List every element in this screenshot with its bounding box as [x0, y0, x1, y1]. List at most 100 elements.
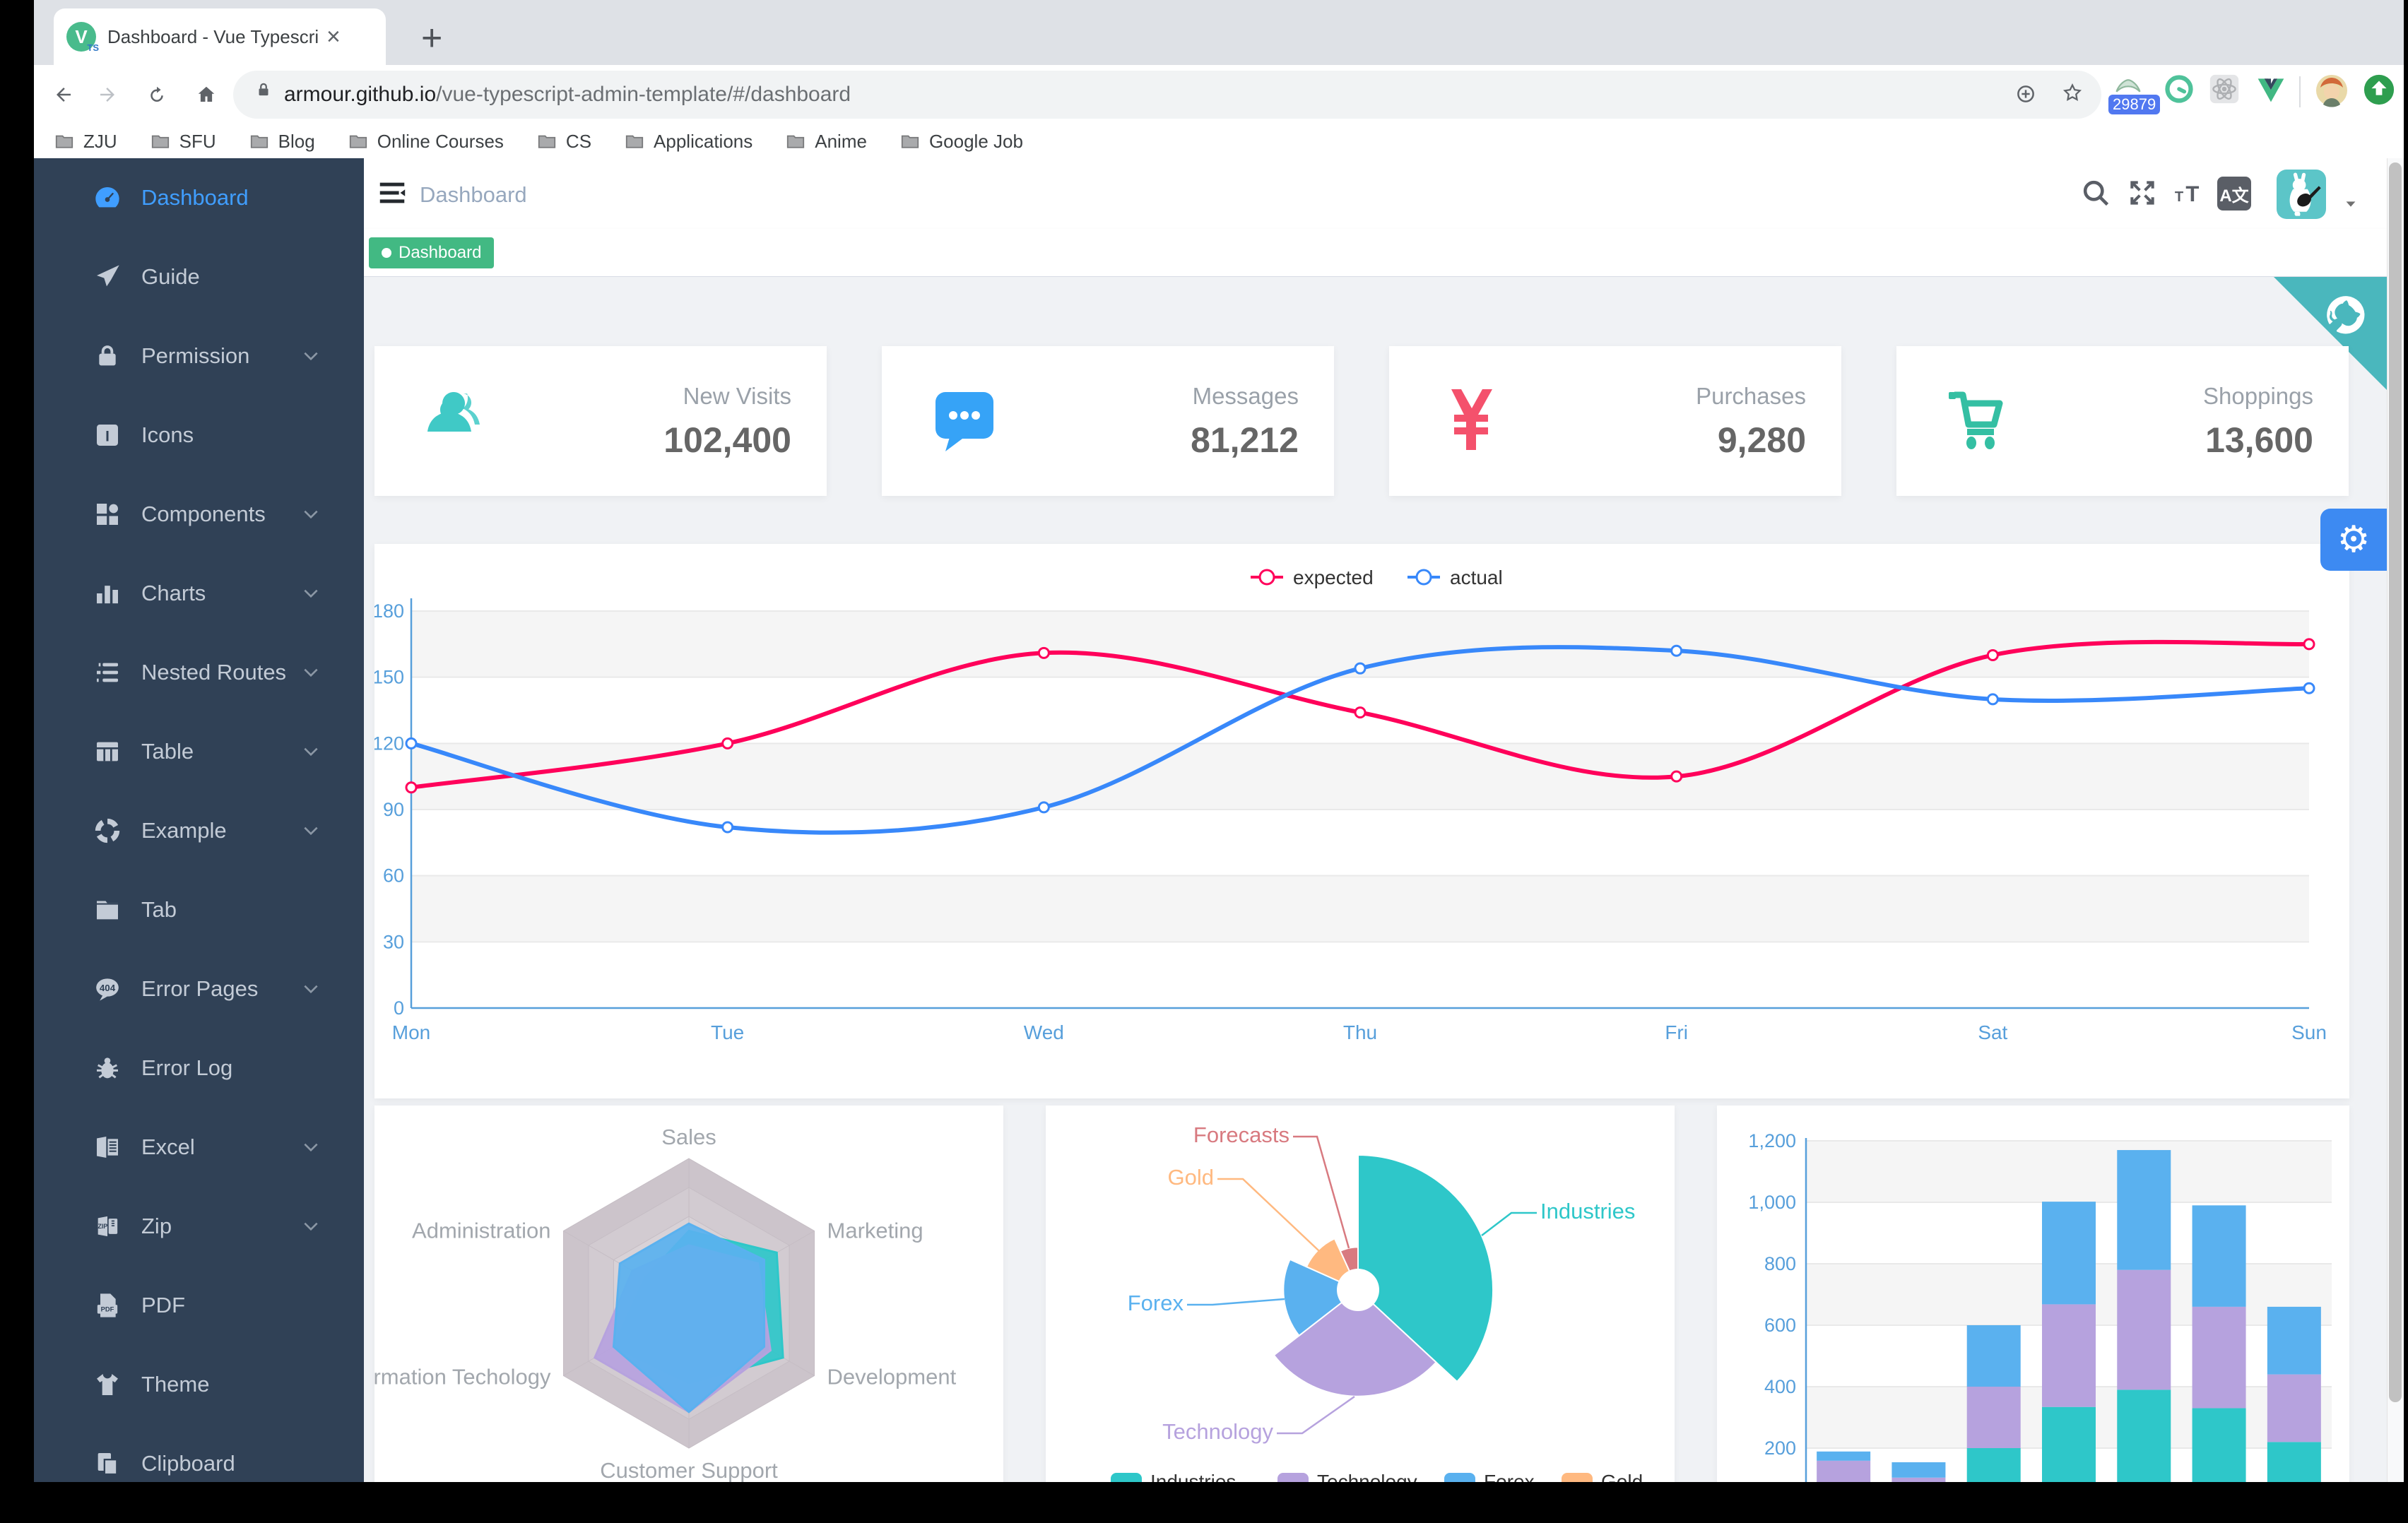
react-devtools-icon[interactable] [2209, 73, 2240, 105]
svg-text:60: 60 [383, 865, 404, 887]
svg-text:200: 200 [1764, 1438, 1796, 1459]
bug-icon [97, 1057, 118, 1079]
bookmark-star-icon[interactable] [2062, 82, 2083, 103]
svg-text:T: T [2185, 182, 2199, 206]
sidebar-item-label: Dashboard [141, 185, 249, 210]
sidebar-item-pdf[interactable]: PDF PDF [34, 1266, 364, 1345]
svg-text:T: T [2175, 189, 2184, 205]
bookmark-item[interactable]: SFU [150, 131, 216, 153]
home-icon[interactable] [196, 84, 217, 105]
svg-text:ZIP: ZIP [98, 1223, 107, 1230]
tab-close-icon[interactable]: × [326, 23, 341, 50]
bm-folder-icon [787, 135, 805, 148]
sidebar-item-error-log[interactable]: Error Log [34, 1029, 364, 1108]
sidebar-item-example[interactable]: Example [34, 791, 364, 870]
bookmark-item[interactable]: CS [536, 131, 591, 153]
svg-text:expected: expected [1293, 567, 1374, 588]
weekly-line-chart[interactable]: 0 30 60 90 120 150 180 Mon Tue Wed Thu Fri Sat Sun exp… [374, 544, 2349, 1098]
weekly-stacked-bar-chart[interactable]: 200 400 600 800 1,000 1,200 [1717, 1106, 2349, 1512]
stat-card-label: Shoppings [2203, 383, 2313, 409]
sidebar-item-dashboard[interactable]: Dashboard [34, 158, 364, 237]
forward-icon [100, 88, 114, 102]
new-tab-button[interactable]: + [421, 18, 443, 59]
bookmark-label: Blog [278, 130, 315, 152]
sidebar-item-nested-routes[interactable]: Nested Routes [34, 633, 364, 712]
screen-crop-left [0, 0, 34, 1523]
sidebar-item-label: Theme [141, 1372, 210, 1397]
tag-dot-icon [382, 248, 391, 258]
category-pie-chart[interactable]: IndustriesTechnologyForexGoldForecastsIn… [1046, 1106, 1675, 1512]
sidebar-item-error-pages[interactable]: 404 Error Pages [34, 949, 364, 1029]
url-text[interactable]: armour.github.io/vue-typescript-admin-te… [284, 83, 851, 106]
svg-text:404: 404 [100, 983, 116, 993]
browser-profile-avatar[interactable] [2315, 73, 2349, 107]
bookmark-item[interactable]: Online Courses [348, 131, 504, 153]
sidebar-item-icons[interactable]: I Icons [34, 396, 364, 475]
extension-icon[interactable] [2113, 73, 2144, 105]
user-avatar[interactable] [2277, 170, 2326, 219]
sidebar-item-label: Example [141, 818, 227, 843]
svg-text:PDF: PDF [101, 1306, 114, 1313]
stat-card-purchases[interactable]: Purchases 9,280 [1389, 346, 1841, 496]
sidebar-item-zip[interactable]: ZIP Zip [34, 1187, 364, 1266]
bookmark-label: ZJU [83, 130, 117, 152]
tag-label: Dashboard [399, 243, 482, 262]
back-icon[interactable] [53, 84, 74, 105]
sidebar-item-label: Clipboard [141, 1451, 235, 1476]
sidebar-item-table[interactable]: Table [34, 712, 364, 791]
fullscreen-icon[interactable] [2127, 177, 2158, 208]
sidebar-item-clipboard[interactable]: Clipboard [34, 1424, 364, 1503]
vue-devtools-icon[interactable] [2255, 73, 2286, 105]
tags-view-bar [364, 229, 2404, 277]
screen-crop-bottom [0, 1482, 2408, 1523]
forward-icon[interactable] [97, 84, 118, 105]
hamburger-icon[interactable] [376, 177, 408, 209]
stat-card-shoppings[interactable]: Shoppings 13,600 [1896, 346, 2349, 496]
bookmark-item[interactable]: Google Job [899, 131, 1023, 153]
department-radar-chart[interactable]: Sales Marketing Development Customer Suppor… [374, 1106, 1003, 1512]
chevron-down-icon [304, 589, 318, 598]
sidebar-item-components[interactable]: Components [34, 475, 364, 554]
sidebar-item-guide[interactable]: Guide [34, 237, 364, 316]
chevron-down-icon [304, 1143, 318, 1152]
sidebar-item-label: Tab [141, 897, 177, 922]
chevron-down-icon [304, 826, 318, 836]
search-icon[interactable] [2080, 177, 2111, 208]
github-octocat-icon [2314, 283, 2378, 348]
tag-dashboard[interactable]: Dashboard [369, 237, 495, 268]
sidebar-item-permission[interactable]: Permission [34, 316, 364, 396]
sidebar-item-charts[interactable]: Charts [34, 554, 364, 633]
zoom-icon[interactable] [2015, 83, 2036, 105]
address-bar[interactable] [233, 71, 2101, 119]
people-icon [427, 391, 480, 432]
reload-icon[interactable] [146, 84, 167, 105]
translate-icon[interactable]: A文 [2217, 177, 2251, 211]
vue-ts-favicon-icon: V TS [66, 22, 99, 53]
svg-text:120: 120 [374, 733, 404, 754]
sidebar-item-theme[interactable]: Theme [34, 1345, 364, 1424]
update-icon[interactable] [2363, 73, 2395, 106]
bookmark-label: Google Job [928, 130, 1023, 152]
stat-card-messages[interactable]: Messages 81,212 [882, 346, 1334, 496]
bookmark-item[interactable]: Anime [785, 131, 867, 153]
caret-down-icon[interactable] [2343, 196, 2359, 212]
sidebar-item-tab[interactable]: Tab [34, 870, 364, 949]
bookmark-item[interactable]: ZJU [54, 131, 117, 153]
bm-folder-icon [349, 135, 367, 148]
scrollbar-thumb[interactable] [2389, 162, 2402, 1402]
sidebar-item-excel[interactable]: Excel [34, 1108, 364, 1187]
chevron-down-icon [304, 747, 318, 757]
browser-tab[interactable]: VTS Dashboard - Vue Typescript Ad × [54, 8, 386, 65]
bookmark-item[interactable]: Applications [624, 131, 752, 153]
grammarly-extension-icon[interactable] [2164, 73, 2195, 105]
dashboard-icon [95, 187, 119, 208]
svg-text:1,200: 1,200 [1748, 1130, 1796, 1151]
caret-down-icon [2346, 201, 2356, 207]
pie-chart-card: IndustriesTechnologyForexGoldForecastsIn… [1046, 1106, 1675, 1512]
settings-gear-icon[interactable]: ⚙ [2320, 509, 2387, 571]
stat-card-new-visits[interactable]: New Visits 102,400 [374, 346, 827, 496]
folder-icon [97, 901, 118, 920]
bookmark-item[interactable]: Blog [249, 131, 315, 153]
lock-icon [254, 81, 273, 99]
